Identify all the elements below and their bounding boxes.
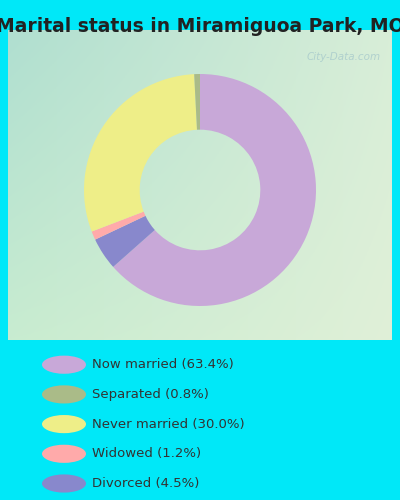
Text: Marital status in Miramiguoa Park, MO: Marital status in Miramiguoa Park, MO <box>0 18 400 36</box>
Text: Widowed (1.2%): Widowed (1.2%) <box>92 448 201 460</box>
Circle shape <box>42 386 86 404</box>
Text: Never married (30.0%): Never married (30.0%) <box>92 418 245 430</box>
Wedge shape <box>113 74 316 306</box>
Circle shape <box>42 356 86 374</box>
Text: City-Data.com: City-Data.com <box>306 52 380 62</box>
Wedge shape <box>84 74 197 232</box>
Circle shape <box>42 444 86 463</box>
Wedge shape <box>95 216 155 267</box>
Wedge shape <box>92 212 146 240</box>
Circle shape <box>42 474 86 492</box>
Text: Separated (0.8%): Separated (0.8%) <box>92 388 209 401</box>
Wedge shape <box>194 74 200 130</box>
Text: Now married (63.4%): Now married (63.4%) <box>92 358 234 371</box>
Circle shape <box>42 415 86 433</box>
Text: Divorced (4.5%): Divorced (4.5%) <box>92 477 199 490</box>
